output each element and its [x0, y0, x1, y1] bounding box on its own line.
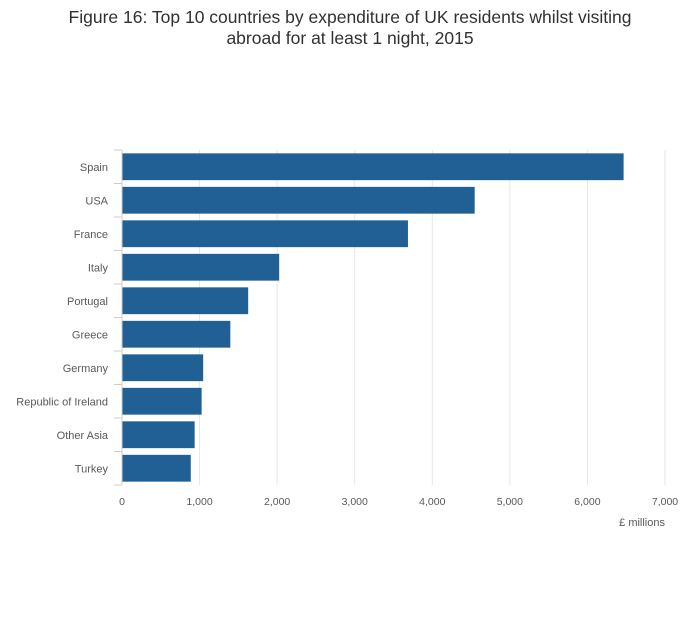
bar-turkey — [122, 454, 191, 482]
bar-republic-of-ireland — [122, 387, 202, 415]
category-label: Greece — [72, 329, 108, 341]
category-label: Italy — [88, 262, 109, 274]
category-label: Germany — [63, 363, 109, 375]
category-label: Turkey — [75, 463, 109, 475]
x-tick-label: 0 — [119, 496, 125, 508]
x-tick-label: 3,000 — [342, 496, 368, 508]
x-axis-title: £ millions — [619, 517, 665, 529]
x-tick-label: 7,000 — [652, 496, 678, 508]
category-label: Republic of Ireland — [16, 396, 108, 408]
bar-portugal — [122, 287, 249, 315]
bar-usa — [122, 186, 475, 214]
x-tick-label: 6,000 — [574, 496, 600, 508]
category-label: Portugal — [67, 296, 108, 308]
bar-italy — [122, 253, 280, 281]
axes — [114, 149, 123, 486]
x-tick-label: 5,000 — [497, 496, 523, 508]
category-label: USA — [85, 195, 108, 207]
category-label: France — [74, 229, 108, 241]
category-label: Other Asia — [57, 430, 109, 442]
bar-spain — [122, 153, 624, 181]
x-tick-label: 1,000 — [186, 496, 212, 508]
bar-germany — [122, 354, 204, 382]
category-label: Spain — [80, 162, 108, 174]
labels: Spain USA France Italy Portugal Greece Germany… — [16, 162, 678, 529]
x-tick-label: 4,000 — [419, 496, 445, 508]
bar-greece — [122, 320, 231, 348]
chart-title-line-2: abroad for at least 1 night, 2015 — [226, 28, 474, 48]
x-tick-label: 2,000 — [264, 496, 290, 508]
bar-france — [122, 220, 408, 248]
bar-other-asia — [122, 421, 195, 449]
chart-title-line-1: Figure 16: Top 10 countries by expenditu… — [68, 7, 632, 27]
chart-title: Figure 16: Top 10 countries by expenditu… — [20, 7, 680, 49]
bars — [122, 153, 624, 482]
